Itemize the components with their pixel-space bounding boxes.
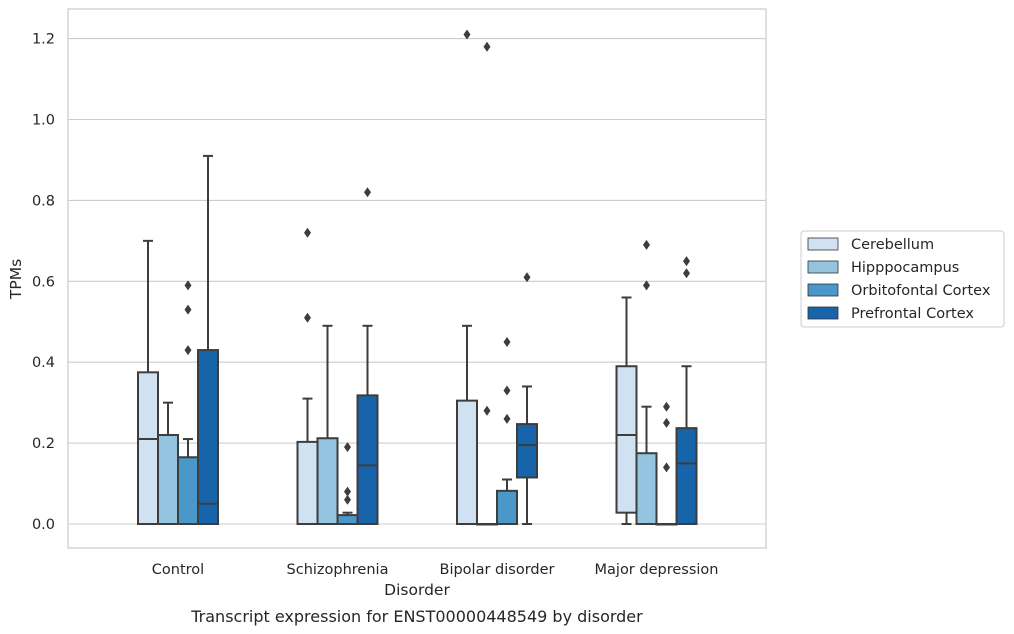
box-iqr [197,349,219,525]
outlier-point [344,442,351,453]
legend-swatch-prefrontal [807,306,839,320]
x-tick-label: Schizophrenia [287,562,389,578]
y-tick-label: 0.2 [32,436,55,452]
box-hipppocampus-0 [157,401,179,526]
outlier-point [523,272,531,283]
box-prefrontal-cortex-0 [197,154,219,525]
outlier-point [663,417,670,428]
box-cerebellum-2 [456,29,478,525]
box-iqr [157,434,179,526]
outlier-point [344,494,351,505]
outlier-point [683,256,690,267]
y-tick-label: 0.4 [32,355,55,371]
outlier-point [643,280,650,291]
box-prefrontal-cortex-1 [356,187,379,525]
box-iqr [336,514,359,526]
box-plot-marks [137,29,698,526]
box-hipppocampus-2 [476,41,498,526]
box-iqr [516,423,538,479]
box-iqr [316,437,339,525]
y-tick-label: 1.2 [32,32,55,48]
outlier-point [483,405,491,416]
box-orbitofontal-cortex-2 [496,336,518,525]
outlier-point [184,280,192,291]
box-iqr [635,452,658,525]
outlier-point [184,304,192,315]
outlier-point [503,336,511,347]
box-hipppocampus-1 [316,324,339,525]
box-prefrontal-cortex-2 [516,272,538,525]
y-tick-label: 0.6 [32,274,55,290]
legend-swatch-orbitofrontal [807,283,839,297]
x-axis-title: Disorder [384,581,450,599]
box-cerebellum-0 [137,239,159,525]
outlier-point [643,239,650,250]
x-tick-label: Major depression [595,562,719,578]
chart-caption: Transcript expression for ENST0000044854… [190,607,643,626]
box-iqr [137,371,159,525]
box-orbitofontal-cortex-0 [177,280,199,526]
legend-label-prefrontal: Prefrontal Cortex [851,306,974,322]
outlier-point [184,345,192,356]
grid-lines [68,38,766,525]
outlier-point [344,486,351,497]
outlier-point [503,385,511,396]
outlier-point [304,312,311,323]
y-axis-ticks: 0.0 0.2 0.4 0.6 0.8 1.0 1.2 [32,32,55,533]
y-axis-title: TPMs [7,259,25,300]
box-iqr [675,427,698,526]
outlier-point [463,29,471,40]
outlier-point [483,41,491,52]
box-orbitofontal-cortex-1 [336,442,359,526]
box-prefrontal-cortex-3 [675,256,698,526]
outlier-point [503,413,511,424]
outlier-point [663,462,670,473]
box-cerebellum-3 [615,296,638,525]
box-cerebellum-1 [296,227,319,526]
box-orbitofontal-cortex-3 [655,401,678,526]
y-tick-label: 1.0 [32,113,55,129]
y-tick-label: 0.0 [32,517,55,533]
legend-swatch-cerebellum [807,237,839,251]
y-tick-label: 0.8 [32,193,55,209]
outlier-point [304,227,311,238]
box-iqr [356,394,379,525]
legend: Cerebellum Hipppocampus Orbitofontal Cor… [800,230,1005,328]
plot-frame [67,8,767,549]
legend-label-orbitofrontal: Orbitofontal Cortex [851,283,991,299]
box-iqr [177,456,199,526]
legend-label-hippocampus: Hipppocampus [851,260,959,276]
legend-label-cerebellum: Cerebellum [851,237,934,253]
box-iqr [456,399,478,525]
x-tick-label: Bipolar disorder [440,562,555,578]
box-iqr [496,489,518,525]
box-iqr [296,440,319,526]
outlier-point [683,268,690,279]
x-tick-label: Control [152,562,204,578]
outlier-point [364,187,371,198]
box-hipppocampus-3 [635,239,658,525]
outlier-point [663,401,670,412]
legend-swatch-hippocampus [807,260,839,274]
x-axis-ticks: Control Schizophrenia Bipolar disorder Majo… [152,562,719,578]
box-iqr [615,365,638,514]
legend-frame [800,230,1005,328]
